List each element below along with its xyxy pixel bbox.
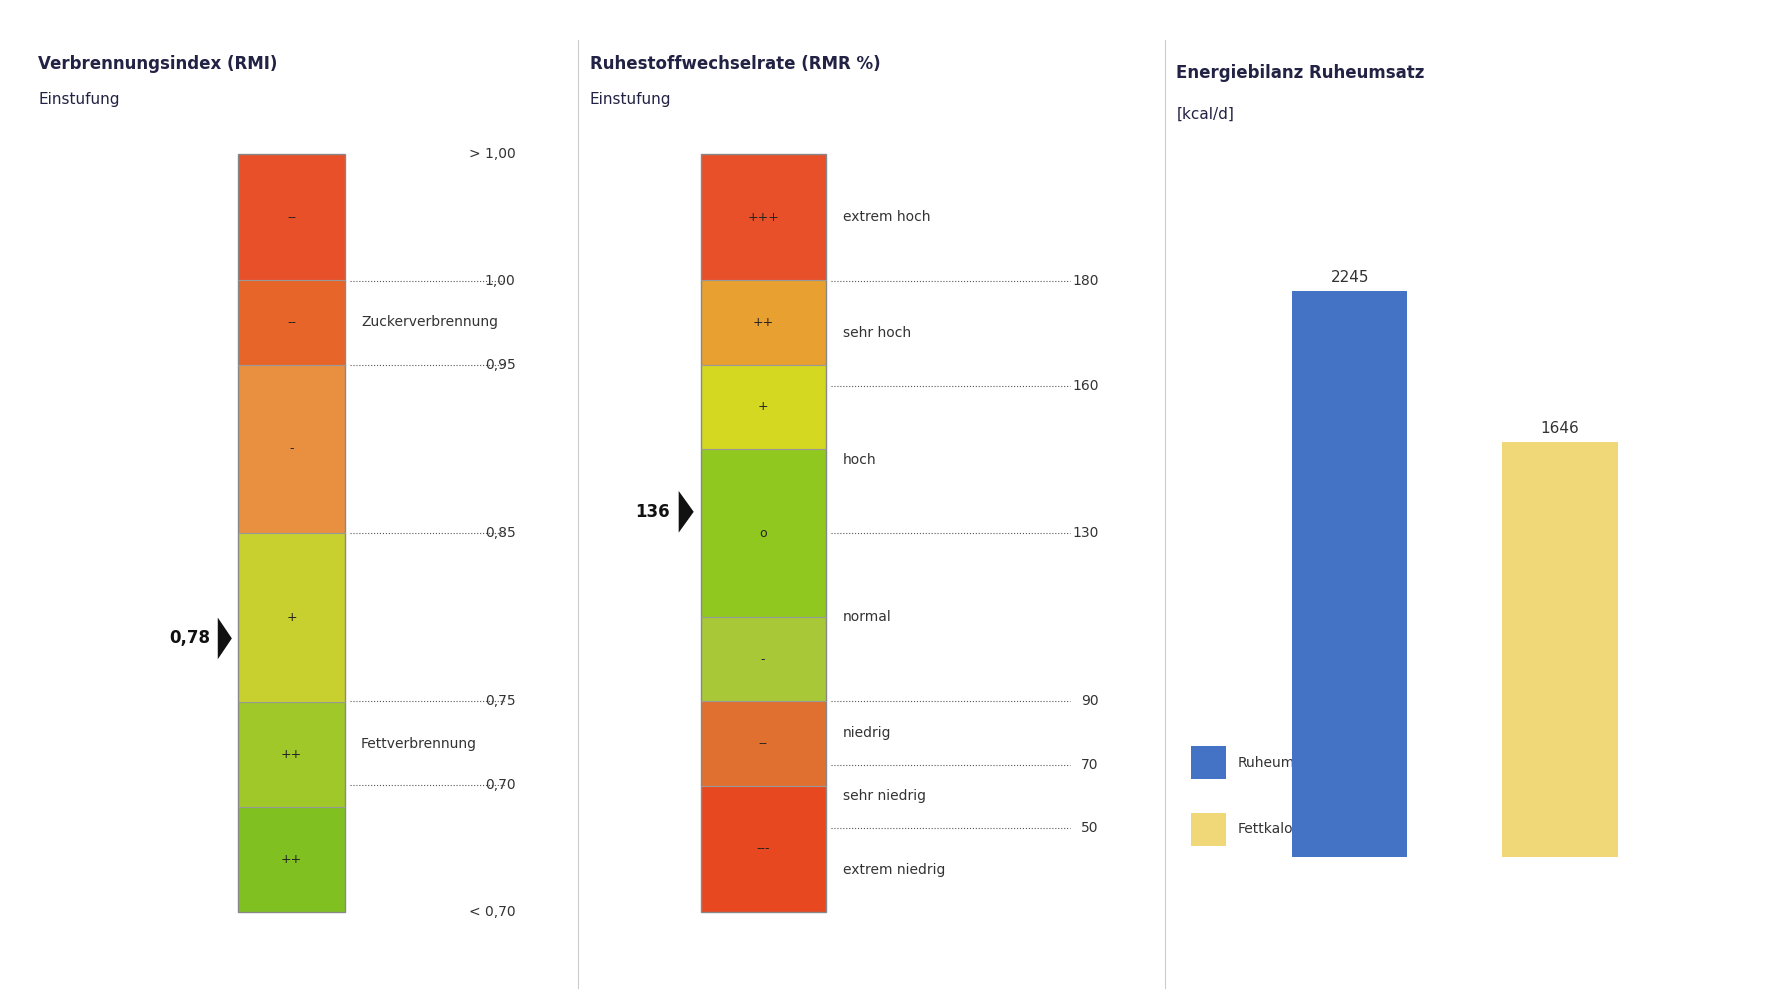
Text: 180: 180	[1072, 273, 1099, 287]
Text: 70: 70	[1081, 758, 1099, 772]
Text: --: --	[286, 211, 297, 224]
Text: --: --	[286, 317, 297, 329]
Text: extrem niedrig: extrem niedrig	[843, 863, 946, 877]
Bar	[238, 702, 345, 806]
Text: 50: 50	[1081, 821, 1099, 835]
Bar	[238, 154, 345, 280]
Text: --: --	[759, 737, 768, 750]
Bar	[1191, 746, 1227, 779]
Text: sehr niedrig: sehr niedrig	[843, 789, 926, 803]
Text: +++: +++	[747, 211, 779, 224]
Text: 130: 130	[1072, 526, 1099, 540]
Bar	[1293, 291, 1408, 857]
Bar	[1191, 812, 1227, 846]
Text: 160: 160	[1072, 379, 1099, 393]
Text: -: -	[761, 653, 765, 666]
Text: +: +	[757, 400, 768, 413]
Bar	[238, 806, 345, 912]
Text: Einstufung: Einstufung	[39, 93, 119, 108]
Text: 0,95: 0,95	[485, 358, 516, 372]
Text: hoch: hoch	[843, 453, 877, 467]
Text: o: o	[759, 526, 766, 539]
Text: Energiebilanz Ruheumsatz: Energiebilanz Ruheumsatz	[1177, 65, 1424, 82]
Text: 0,85: 0,85	[485, 526, 516, 540]
Text: Einstufung: Einstufung	[590, 93, 670, 108]
Text: Ruhestoffwechselrate (RMR %): Ruhestoffwechselrate (RMR %)	[590, 54, 880, 73]
Text: Ruheumsatz: Ruheumsatz	[1237, 756, 1325, 770]
Bar	[238, 280, 345, 365]
Text: normal: normal	[843, 610, 891, 624]
Text: > 1,00: > 1,00	[469, 147, 516, 161]
Text: 0,70: 0,70	[485, 778, 516, 792]
Text: Verbrennungsindex (RMI): Verbrennungsindex (RMI)	[39, 54, 277, 73]
Text: 1,00: 1,00	[485, 273, 516, 287]
Text: niedrig: niedrig	[843, 726, 891, 740]
Bar	[701, 154, 825, 280]
Bar	[701, 617, 825, 702]
Text: 1646: 1646	[1540, 420, 1579, 435]
Text: ++: ++	[281, 853, 302, 866]
Text: 2245: 2245	[1330, 270, 1369, 285]
Text: extrem hoch: extrem hoch	[843, 210, 930, 224]
Text: sehr hoch: sehr hoch	[843, 326, 910, 340]
Bar	[701, 154, 825, 912]
Bar	[238, 154, 345, 912]
Text: [kcal/d]: [kcal/d]	[1177, 107, 1234, 122]
Text: Zuckerverbrennung: Zuckerverbrennung	[361, 316, 498, 330]
Text: ++: ++	[752, 316, 773, 329]
Bar	[701, 785, 825, 912]
Bar	[701, 702, 825, 785]
Text: -: -	[290, 443, 293, 456]
Text: ++: ++	[281, 748, 302, 761]
Bar	[238, 533, 345, 702]
Polygon shape	[679, 491, 693, 532]
Text: ---: ---	[756, 843, 770, 856]
Text: < 0,70: < 0,70	[469, 905, 516, 919]
Text: Fettverbrennung: Fettverbrennung	[361, 737, 477, 751]
Text: 136: 136	[635, 503, 670, 521]
Text: 0,78: 0,78	[169, 629, 210, 647]
Bar	[701, 280, 825, 365]
Text: 90: 90	[1081, 695, 1099, 709]
Bar	[1502, 443, 1618, 857]
Bar	[701, 365, 825, 449]
Bar	[701, 449, 825, 617]
Text: 0,75: 0,75	[485, 695, 516, 709]
Polygon shape	[217, 618, 231, 659]
Text: Fettkalorienanteil: Fettkalorienanteil	[1237, 823, 1360, 836]
Text: +: +	[286, 611, 297, 624]
Bar	[238, 365, 345, 533]
